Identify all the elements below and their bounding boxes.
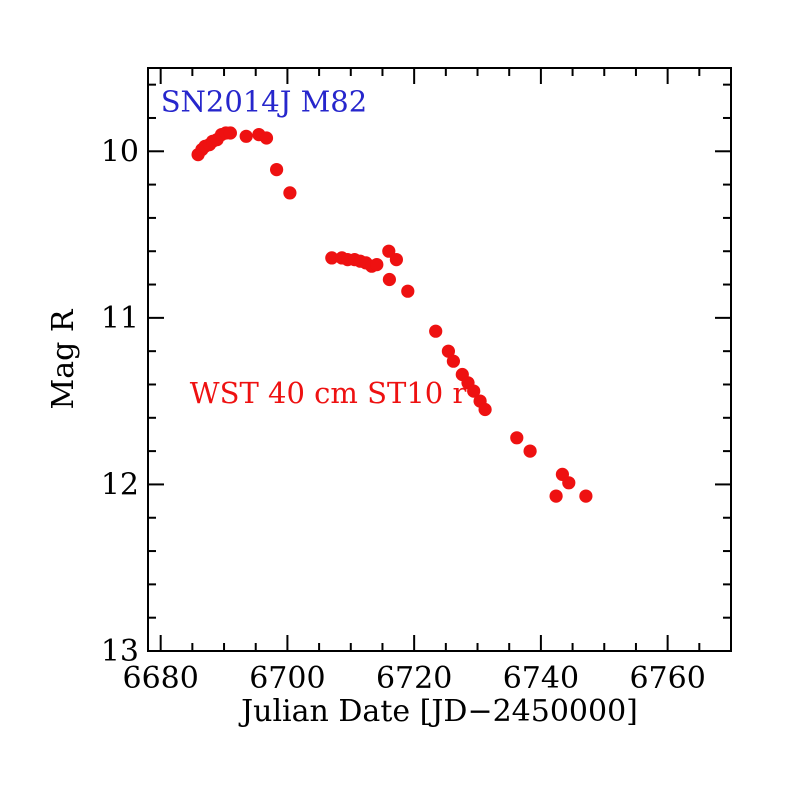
- data-point: [270, 163, 284, 177]
- data-point: [223, 126, 237, 140]
- y-tick-label: 12: [101, 467, 139, 502]
- target-label: SN2014J M82: [161, 84, 367, 118]
- data-series: [191, 126, 593, 503]
- y-tick-label: 10: [101, 134, 139, 169]
- x-tick-label: 6680: [122, 661, 198, 696]
- y-axis-ticks: 10 11 12 13: [101, 83, 731, 669]
- data-point: [239, 129, 253, 143]
- x-tick-label: 6720: [376, 661, 452, 696]
- x-tick-label: 6740: [503, 661, 579, 696]
- plot-frame: [147, 67, 732, 652]
- data-point: [370, 258, 384, 272]
- data-point: [549, 489, 563, 503]
- y-axis-title: Mag R: [46, 308, 81, 409]
- data-point: [478, 402, 492, 417]
- data-point: [441, 344, 455, 358]
- data-point: [259, 131, 274, 145]
- data-point: [523, 444, 537, 458]
- data-point: [467, 384, 481, 398]
- x-axis-title: Julian Date [JD−2450000]: [238, 694, 638, 729]
- data-point: [389, 253, 403, 267]
- data-point: [283, 186, 297, 200]
- y-tick-label: 11: [101, 301, 139, 336]
- data-point: [579, 489, 593, 503]
- data-point: [382, 244, 396, 258]
- data-point: [401, 284, 415, 298]
- x-tick-label: 6700: [249, 661, 325, 696]
- data-point: [446, 354, 460, 368]
- data-point: [325, 251, 339, 265]
- x-tick-label: 6760: [629, 661, 705, 696]
- instrument-label: WST 40 cm ST10 r: [190, 376, 467, 410]
- data-point: [562, 476, 576, 490]
- x-axis-ticks: 6680 6700 6720 6740 6760: [122, 68, 706, 696]
- data-point: [510, 431, 524, 445]
- data-point: [382, 272, 396, 287]
- data-point: [429, 324, 443, 338]
- y-tick-label: 13: [101, 634, 139, 669]
